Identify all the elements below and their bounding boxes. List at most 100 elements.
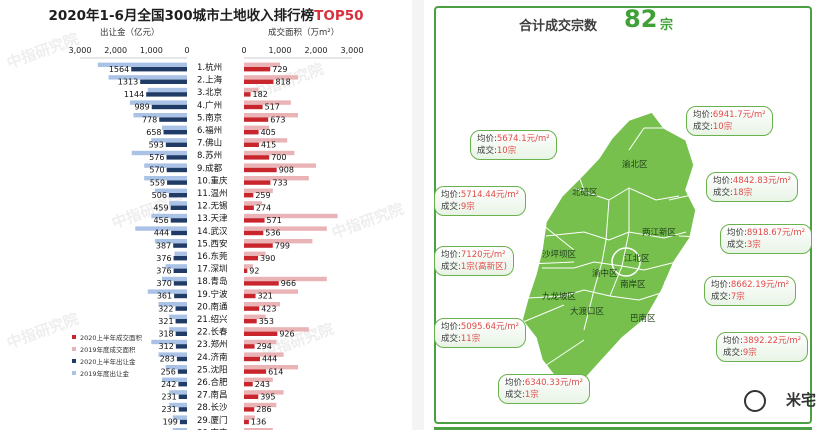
data-label-land-income: 199 — [163, 418, 178, 427]
bar-2019-land-area — [244, 125, 270, 130]
data-label-land-area: 353 — [259, 317, 274, 326]
bar-chart-svg: 3,000 2,000 1,000 0 0 1,000 2,000 3,000 1564 729 1… — [69, 46, 363, 430]
bar-2019-land-area — [244, 302, 280, 307]
bar-2019-land-income — [133, 113, 187, 118]
bar-2020h1-land-area — [244, 382, 253, 387]
core-district-ring — [611, 247, 641, 277]
bar-2020h1-land-area — [244, 319, 257, 324]
bar-2019-land-area — [244, 100, 291, 105]
district-border — [583, 199, 610, 331]
deals-prefix: 成交: — [441, 334, 461, 344]
bar-2020h1-land-income — [168, 193, 187, 198]
callout-price: 5674.1元/m² — [496, 134, 550, 144]
bar-2019-land-area — [244, 87, 259, 93]
data-label-land-income: 376 — [156, 254, 171, 263]
legend-swatch — [72, 335, 76, 339]
data-label-land-income: 593 — [149, 141, 164, 150]
bar-2019-land-income — [154, 239, 187, 244]
data-label-land-area: 700 — [271, 153, 286, 162]
bar-2020h1-land-income — [179, 419, 187, 425]
bar-2020h1-land-area — [244, 104, 263, 110]
bar-2019-land-area — [244, 176, 309, 181]
callout-deals-line: 成交:1宗(高新区) — [441, 261, 507, 273]
right-map-panel: 合计成交宗数 82 宗 渝北区 北碚区 两江新区 沙坪坝区 江北区 渝中区 南岸… — [424, 0, 822, 430]
data-label-land-area: 274 — [256, 204, 271, 213]
district-label: 大渡口区 — [570, 307, 605, 317]
callout-price-line: 均价:3892.22元/m² — [723, 335, 801, 347]
total-deals-value: 82 — [624, 5, 658, 33]
category-label: 2.上海 — [197, 75, 223, 86]
bar-2019-land-income — [158, 352, 187, 357]
category-label: 9.成都 — [197, 163, 223, 174]
data-label-land-income: 231 — [161, 393, 176, 402]
bar-2019-land-income — [147, 289, 187, 294]
callout-price-line: 均价:8662.19元/m² — [711, 279, 789, 291]
data-label-land-area: 423 — [261, 304, 276, 313]
category-label: 24.济南 — [197, 352, 228, 363]
data-label-land-income: 318 — [158, 330, 173, 339]
data-label-land-area: 182 — [253, 90, 268, 99]
category-label: 30.南宁 — [197, 427, 228, 430]
callout-price-line: 均价:7120元/m² — [441, 249, 507, 261]
data-label-land-income: 1144 — [124, 90, 144, 99]
legend-label: 2019年度出让金 — [80, 369, 130, 378]
data-label-land-income: 231 — [161, 405, 176, 414]
legend-label: 2020上半年出让金 — [80, 357, 136, 366]
category-label: 26.合肥 — [197, 377, 228, 388]
bar-2019-land-area — [244, 213, 338, 219]
price-callout: 均价:6340.33元/m² 成交:1宗 — [498, 374, 591, 404]
callout-deals: 9宗 — [460, 202, 475, 212]
data-label-land-income: 256 — [161, 367, 176, 376]
legend-swatch — [72, 359, 76, 363]
right-axis-label: 成交面积（万m²） — [268, 28, 340, 38]
category-label: 27.南昌 — [197, 390, 228, 401]
left-axis-tick-label: 3,000 — [69, 46, 92, 55]
bar-2019-land-income — [165, 365, 187, 370]
deals-prefix: 成交: — [693, 122, 713, 132]
bar-2020h1-land-income — [165, 142, 187, 147]
category-label: 5.南京 — [197, 112, 222, 123]
deals-prefix: 成交: — [477, 146, 497, 156]
bar-2019-land-area — [244, 163, 316, 168]
bar-2020h1-land-area — [244, 142, 259, 147]
category-label: 14.武汉 — [197, 226, 228, 237]
callout-deals-line: 成交:3宗 — [727, 239, 805, 251]
callout-price: 5095.64元/m² — [460, 322, 520, 332]
data-label-land-income: 283 — [160, 355, 175, 364]
district-label: 北碚区 — [572, 188, 598, 198]
callout-price: 4842.83元/m² — [732, 176, 792, 186]
data-label-land-area: 390 — [260, 254, 275, 263]
category-label: 18.青岛 — [197, 276, 228, 287]
data-label-land-area: 243 — [255, 380, 270, 389]
data-label-land-income: 387 — [156, 241, 171, 250]
left-axis-tick-label: 2,000 — [104, 46, 127, 55]
category-label: 15.西安 — [197, 238, 228, 249]
callout-deals: 9宗 — [742, 348, 757, 358]
data-label-land-area: 908 — [279, 166, 294, 175]
category-label: 29.厦门 — [197, 415, 228, 426]
bar-2019-land-area — [244, 327, 309, 332]
callout-deals: 1宗(高新区) — [460, 262, 507, 272]
callout-leader — [503, 261, 575, 266]
callout-price: 6941.7元/m² — [712, 110, 766, 120]
bar-2020h1-land-income — [170, 205, 187, 210]
chart-title-accent: TOP50 — [314, 8, 364, 24]
bar-2020h1-land-income — [175, 331, 187, 336]
brand-label: 米宅 — [785, 391, 816, 409]
price-callout: 均价:4842.83元/m² 成交:18宗 — [706, 172, 799, 202]
callout-deals-line: 成交:7宗 — [711, 291, 789, 303]
data-label-land-income: 658 — [146, 128, 161, 137]
data-label-land-income: 312 — [159, 342, 174, 351]
price-prefix: 均价: — [477, 134, 497, 144]
district-label: 沙坪坝区 — [542, 250, 577, 260]
callout-price: 3892.22元/m² — [742, 336, 802, 346]
bar-2019-land-area — [244, 402, 277, 408]
bar-2020h1-land-area — [244, 369, 267, 374]
price-prefix: 均价: — [441, 190, 461, 200]
bar-2020h1-land-area — [244, 394, 259, 399]
price-prefix: 均价: — [505, 378, 525, 388]
callout-deals-line: 成交:18宗 — [713, 187, 791, 199]
data-label-land-area: 259 — [255, 191, 270, 200]
category-label: 6.福州 — [197, 125, 222, 136]
bar-2020h1-land-area — [244, 167, 277, 173]
